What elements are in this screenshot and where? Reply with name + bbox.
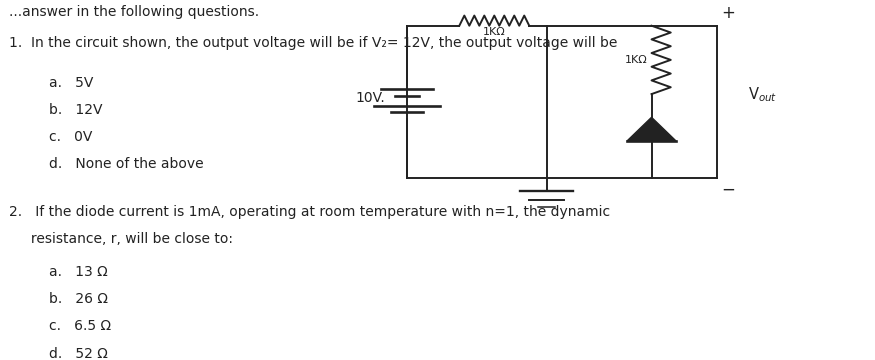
Text: 10V.: 10V. (355, 91, 385, 105)
Text: V$_{out}$: V$_{out}$ (747, 86, 777, 104)
Text: a.   5V: a. 5V (49, 76, 93, 90)
Text: +: + (721, 4, 735, 22)
Text: c.   0V: c. 0V (49, 130, 92, 144)
Text: a.   13 Ω: a. 13 Ω (49, 265, 108, 279)
Text: ...answer in the following questions.: ...answer in the following questions. (10, 5, 260, 19)
Polygon shape (627, 117, 676, 141)
Text: c.   6.5 Ω: c. 6.5 Ω (49, 319, 111, 333)
Text: −: − (721, 181, 735, 199)
Text: 2.   If the diode current is 1mA, operating at room temperature with n=1, the dy: 2. If the diode current is 1mA, operatin… (10, 205, 611, 219)
Text: d.   None of the above: d. None of the above (49, 157, 203, 171)
Text: resistance, r, will be close to:: resistance, r, will be close to: (10, 232, 234, 246)
Text: 1KΩ: 1KΩ (483, 27, 506, 37)
Text: b.   26 Ω: b. 26 Ω (49, 292, 108, 306)
Text: b.   12V: b. 12V (49, 103, 102, 117)
Text: 1.  In the circuit shown, the output voltage will be if V₂= 12V, the output volt: 1. In the circuit shown, the output volt… (10, 36, 618, 50)
Text: 1KΩ: 1KΩ (625, 55, 648, 65)
Text: d.   52 Ω: d. 52 Ω (49, 347, 108, 360)
